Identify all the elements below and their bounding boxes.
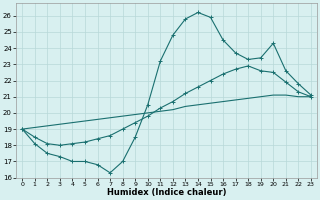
X-axis label: Humidex (Indice chaleur): Humidex (Indice chaleur) <box>107 188 226 197</box>
